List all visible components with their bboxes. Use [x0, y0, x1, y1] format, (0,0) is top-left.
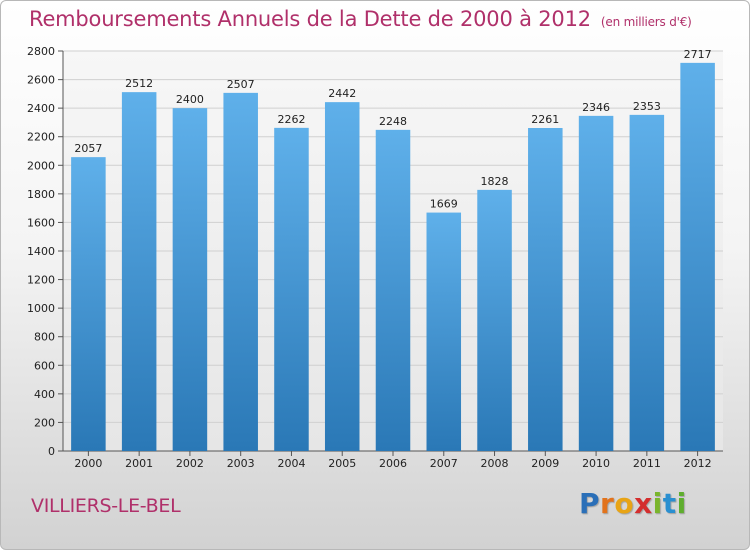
bar-2000 [71, 157, 106, 451]
x-tick-label-2012: 2012 [684, 457, 712, 470]
x-tick-label-2005: 2005 [328, 457, 356, 470]
data-label-2009: 2261 [531, 113, 559, 126]
data-label-2004: 2262 [277, 113, 305, 126]
logo-letter: P [579, 487, 601, 520]
logo-letter: x [634, 487, 653, 520]
y-tick-label: 0 [48, 445, 55, 458]
x-tick-label-2008: 2008 [481, 457, 509, 470]
chart-title-text: Remboursements Annuels de la Dette de 20… [29, 7, 591, 31]
commune-name: VILLIERS-LE-BEL [31, 495, 181, 517]
data-label-2000: 2057 [74, 142, 102, 155]
logo-letter: i [652, 487, 663, 520]
chart-unit: (en milliers d'€) [600, 15, 692, 29]
y-tick-label: 400 [34, 388, 55, 401]
x-tick-label-2002: 2002 [176, 457, 204, 470]
logo-letter: o [614, 487, 635, 520]
y-tick-label: 2600 [27, 74, 55, 87]
y-tick-label: 1200 [27, 274, 55, 287]
x-tick-label-2000: 2000 [74, 457, 102, 470]
bar-2007 [426, 212, 462, 451]
y-tick-label: 2000 [27, 159, 55, 172]
bar-2001 [121, 92, 157, 452]
data-label-2002: 2400 [176, 93, 204, 106]
y-tick-label: 2800 [27, 45, 55, 58]
logo-letter: i [676, 487, 687, 520]
bar-2002 [172, 108, 208, 452]
bar-2009 [528, 128, 563, 451]
x-tick-label-2004: 2004 [277, 457, 305, 470]
data-label-2007: 1669 [430, 198, 458, 211]
x-tick-label-2007: 2007 [430, 457, 458, 470]
y-tick-label: 600 [34, 359, 55, 372]
bar-2004 [274, 127, 309, 451]
data-label-2006: 2248 [379, 115, 407, 128]
y-tick-label: 1400 [27, 245, 55, 258]
y-tick-label: 1800 [27, 188, 55, 201]
logo-letter: r [600, 487, 615, 520]
bar-2008 [477, 189, 512, 451]
data-label-2003: 2507 [227, 78, 255, 91]
data-label-2012: 2717 [684, 48, 712, 61]
data-label-2001: 2512 [125, 77, 153, 90]
proxiti-logo[interactable]: Proxiti [579, 487, 687, 520]
y-tick-label: 1600 [27, 216, 55, 229]
data-label-2008: 1828 [481, 175, 509, 188]
x-tick-label-2006: 2006 [379, 457, 407, 470]
bar-2012 [680, 62, 715, 451]
x-tick-label-2001: 2001 [125, 457, 153, 470]
y-tick-label: 2400 [27, 102, 55, 115]
bar-2010 [578, 115, 614, 451]
y-tick-label: 200 [34, 416, 55, 429]
y-tick-label: 800 [34, 331, 55, 344]
bar-2005 [324, 102, 360, 452]
data-label-2010: 2346 [582, 101, 610, 114]
x-tick-label-2011: 2011 [633, 457, 661, 470]
bar-2003 [223, 92, 258, 451]
chart-title: Remboursements Annuels de la Dette de 20… [29, 7, 692, 31]
data-label-2005: 2442 [328, 87, 356, 100]
bar-2011 [629, 114, 665, 451]
x-tick-label-2003: 2003 [227, 457, 255, 470]
x-tick-label-2010: 2010 [582, 457, 610, 470]
logo-letter: t [662, 487, 677, 520]
data-label-2011: 2353 [633, 100, 661, 113]
y-tick-label: 2200 [27, 131, 55, 144]
bar-2006 [375, 129, 411, 451]
x-tick-label-2009: 2009 [531, 457, 559, 470]
y-tick-label: 1000 [27, 302, 55, 315]
